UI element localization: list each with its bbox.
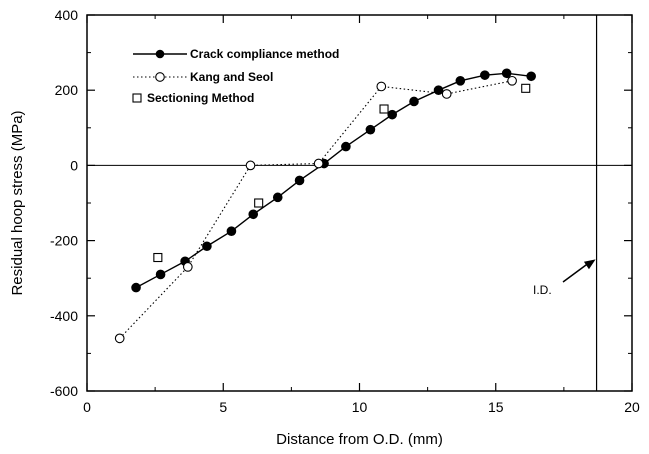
annotation-arrowhead [583, 259, 596, 270]
y-axis-title: Residual hoop stress (MPa) [9, 110, 26, 295]
crack-compliance-point [501, 68, 512, 79]
y-tick-label: 400 [55, 7, 79, 23]
legend-crack-compliance-label: Crack compliance method [190, 47, 339, 61]
legend-kang-seol-label: Kang and Seol [190, 70, 273, 84]
legend-kang-seol-marker [155, 72, 165, 82]
x-tick-label: 5 [219, 399, 227, 415]
crack-compliance-point [387, 109, 398, 120]
legend-crack-compliance-marker [155, 49, 165, 59]
x-tick-label: 20 [624, 399, 640, 415]
sectioning-point [521, 83, 531, 93]
legend-sectioning-label: Sectioning Method [147, 91, 254, 105]
y-tick-label: -600 [50, 383, 78, 399]
crack-compliance-point [155, 269, 166, 280]
ticks-layer: 0 5 10 15 20 -600 -400 -200 0 200 400 [50, 7, 640, 415]
x-tick-label: 0 [83, 399, 91, 415]
annotation: I.D. [533, 259, 596, 297]
reference-lines [87, 15, 632, 391]
kang-seol-point [245, 160, 256, 171]
crack-compliance-point [455, 76, 466, 86]
y-tick-label: -200 [50, 233, 78, 249]
annotation-label: I.D. [533, 283, 552, 297]
y-tick-label: 200 [55, 82, 79, 98]
legend-sectioning-marker [132, 93, 142, 103]
crack-compliance-point [433, 85, 444, 95]
kang-seol-point [507, 75, 517, 86]
crack-compliance-point [526, 71, 536, 82]
x-axis-title: Distance from O.D. (mm) [276, 431, 443, 448]
sectioning-point [379, 104, 389, 114]
crack-compliance-point [248, 209, 259, 220]
crack-compliance-point [294, 175, 305, 186]
y-tick-label: 0 [70, 157, 78, 173]
sectioning-point [254, 198, 264, 208]
y-tick-label: -400 [50, 308, 78, 324]
kang-seol-point [313, 158, 324, 169]
crack-compliance-point [226, 226, 237, 236]
series-layer [114, 68, 536, 344]
crack-compliance-point [131, 282, 141, 293]
sectioning-point [153, 252, 163, 263]
crack-compliance-point [341, 141, 351, 152]
crack-compliance-point [480, 70, 490, 80]
kang-seol-point [441, 89, 452, 99]
annotation-arrow-shaft [562, 261, 591, 283]
kang-seol-point [114, 333, 125, 344]
x-tick-label: 10 [352, 399, 368, 415]
series-kang-seol-line [119, 80, 513, 339]
x-tick-label: 15 [488, 399, 504, 415]
kang-seol-point [182, 262, 193, 272]
crack-compliance-point [202, 241, 212, 252]
kang-seol-point [376, 81, 387, 92]
crack-compliance-point [272, 192, 283, 203]
crack-compliance-point [365, 124, 376, 135]
plot-frame [86, 14, 633, 392]
legend: Crack compliance method Kang and Seol Sect… [132, 47, 339, 105]
crack-compliance-point [409, 96, 419, 107]
